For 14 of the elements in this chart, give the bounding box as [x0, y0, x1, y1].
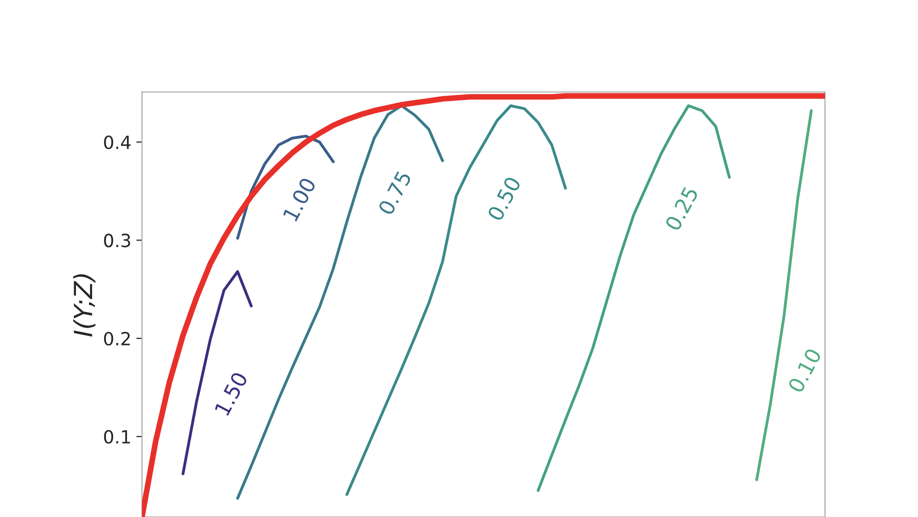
text: 0.10	[787, 348, 822, 394]
text: 0.25	[664, 186, 699, 232]
y-tick-label: 0.4	[104, 136, 131, 150]
text: 0.75	[378, 170, 412, 216]
text: 0.50	[486, 176, 522, 222]
y-tick-label: 0.2	[104, 332, 130, 346]
text: 1.00	[282, 176, 316, 222]
line-series	[346, 104, 567, 496]
y-tick-label: 0.3	[104, 234, 130, 248]
line-series	[536, 104, 731, 492]
y-axis-title: I(Y;Z)	[73, 274, 96, 337]
text: 1.50	[214, 371, 248, 416]
y-tick-label: 0.1	[104, 430, 130, 444]
line-series	[182, 270, 253, 476]
